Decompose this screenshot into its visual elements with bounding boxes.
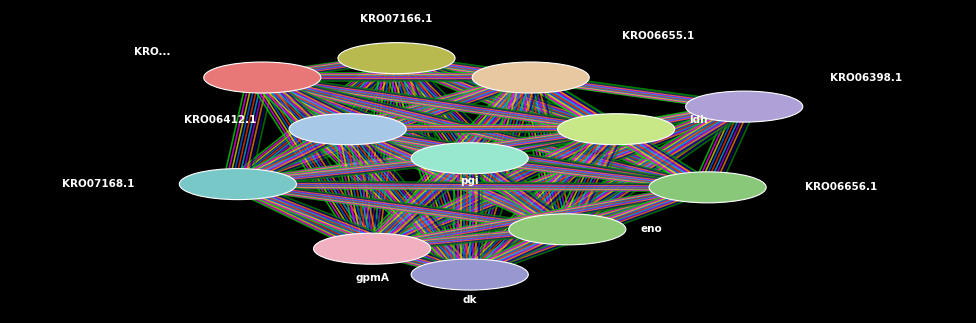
Text: KRO06398.1: KRO06398.1 [830, 73, 902, 82]
Text: ldh: ldh [689, 115, 708, 124]
Text: dk: dk [463, 296, 477, 305]
Circle shape [313, 233, 430, 264]
Text: KRO06656.1: KRO06656.1 [805, 182, 877, 192]
Circle shape [411, 143, 528, 174]
Circle shape [289, 114, 406, 145]
Text: KRO07166.1: KRO07166.1 [360, 15, 432, 24]
Circle shape [411, 259, 528, 290]
Circle shape [338, 43, 455, 74]
Text: KRO07168.1: KRO07168.1 [61, 179, 134, 189]
Circle shape [649, 172, 766, 203]
Text: gpmA: gpmA [355, 273, 389, 283]
Circle shape [686, 91, 803, 122]
Circle shape [180, 169, 297, 200]
Text: KRO06655.1: KRO06655.1 [623, 31, 695, 40]
Circle shape [204, 62, 321, 93]
Circle shape [557, 114, 674, 145]
Circle shape [508, 214, 626, 245]
Text: KRO06412.1: KRO06412.1 [183, 115, 256, 124]
Circle shape [472, 62, 590, 93]
Text: KRO...: KRO... [135, 47, 171, 57]
Text: eno: eno [640, 224, 663, 234]
Text: pgi: pgi [461, 176, 479, 186]
